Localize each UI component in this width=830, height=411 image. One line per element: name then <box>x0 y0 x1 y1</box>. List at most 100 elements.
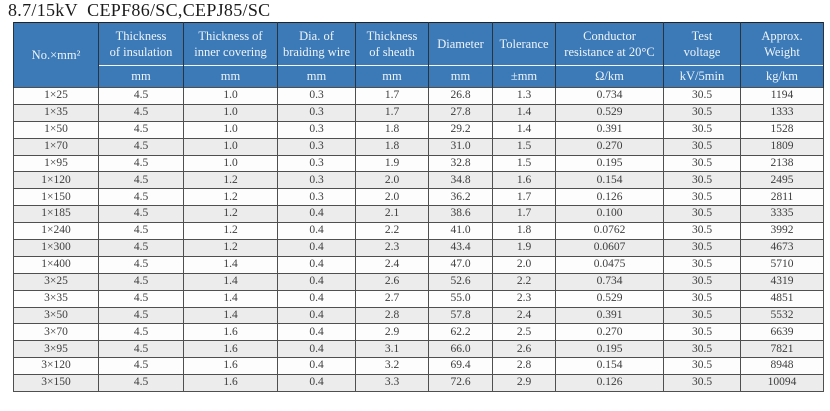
table-cell: 3335 <box>740 205 824 224</box>
table-cell: 4.5 <box>98 289 184 308</box>
unit-inner-covering-thickness: mm <box>183 65 278 88</box>
unit-approx-weight: kg/km <box>740 65 824 88</box>
table-cell: 5710 <box>740 255 824 274</box>
table-cell: 1.5 <box>492 154 556 173</box>
table-cell: 26.8 <box>428 87 493 105</box>
table-cell: 1.2 <box>183 188 278 207</box>
table-cell: 0.154 <box>555 171 664 190</box>
table-header: No.×mm² Thickness of insulation Thicknes… <box>13 22 824 88</box>
table-cell: 1.6 <box>492 171 556 190</box>
table-cell: 2.4 <box>355 255 429 274</box>
table-cell: 30.5 <box>663 239 741 257</box>
table-cell: 1.3 <box>492 87 556 105</box>
table-cell: 27.8 <box>428 103 493 122</box>
table-cell: 4.5 <box>98 357 184 376</box>
table-cell: 2811 <box>740 188 824 207</box>
table-cell: 30.5 <box>663 289 741 308</box>
table-cell: 2.9 <box>492 374 556 393</box>
table-cell: 3×120 <box>13 357 99 376</box>
table-cell: 4.5 <box>98 154 184 173</box>
table-cell: 8948 <box>740 357 824 376</box>
table-cell: 2.8 <box>492 357 556 376</box>
table-cell: 1.2 <box>183 222 278 241</box>
table-cell: 2.2 <box>492 272 556 291</box>
table-cell: 29.2 <box>428 120 493 139</box>
table-cell: 4.5 <box>98 87 184 105</box>
table-cell: 0.3 <box>277 137 356 156</box>
table-cell: 10094 <box>740 374 824 393</box>
table-cell: 0.0762 <box>555 222 664 241</box>
table-cell: 4.5 <box>98 188 184 207</box>
cable-spec-table: No.×mm² Thickness of insulation Thicknes… <box>13 22 824 393</box>
table-cell: 3.2 <box>355 357 429 376</box>
table-row: 1×50 4.5 1.0 0.3 1.8 29.2 1.4 0.391 30.5 1528 <box>13 120 824 139</box>
unit-tolerance: ±mm <box>492 65 556 88</box>
unit-insulation-thickness: mm <box>98 65 184 88</box>
table-cell: 1809 <box>740 137 824 156</box>
table-cell: 1.4 <box>183 255 278 274</box>
table-cell: 30.5 <box>663 103 741 122</box>
table-cell: 2.1 <box>355 205 429 224</box>
table-cell: 0.0475 <box>555 255 664 274</box>
table-cell: 2495 <box>740 171 824 190</box>
table-cell: 3×50 <box>13 306 99 325</box>
table-cell: 1.8 <box>355 120 429 139</box>
column-header-braiding-wire-dia: Dia. of braiding wire <box>277 22 356 66</box>
table-cell: 0.734 <box>555 87 664 105</box>
table-cell: 1×185 <box>13 205 99 224</box>
unit-sheath-thickness: mm <box>355 65 429 88</box>
table-row: 3×120 4.5 1.6 0.4 3.2 69.4 2.8 0.154 30.5 8948 <box>13 357 824 376</box>
table-cell: 2.0 <box>492 255 556 274</box>
table-cell: 30.5 <box>663 306 741 325</box>
table-cell: 1×400 <box>13 255 99 274</box>
table-cell: 0.270 <box>555 323 664 342</box>
table-cell: 30.5 <box>663 222 741 241</box>
table-cell: 31.0 <box>428 137 493 156</box>
table-cell: 1×70 <box>13 137 99 156</box>
table-cell: 30.5 <box>663 323 741 342</box>
table-cell: 30.5 <box>663 120 741 139</box>
header-label-row: No.×mm² Thickness of insulation Thicknes… <box>13 22 824 88</box>
table-cell: 1528 <box>740 120 824 139</box>
column-header-insulation-thickness: Thickness of insulation <box>98 22 184 66</box>
table-cell: 1333 <box>740 103 824 122</box>
table-cell: 0.734 <box>555 272 664 291</box>
table-cell: 30.5 <box>663 87 741 105</box>
table-cell: 0.4 <box>277 222 356 241</box>
table-row: 3×70 4.5 1.6 0.4 2.9 62.2 2.5 0.270 30.5 6639 <box>13 323 824 342</box>
table-cell: 36.2 <box>428 188 493 207</box>
table-cell: 0.3 <box>277 120 356 139</box>
table-cell: 1×95 <box>13 154 99 173</box>
table-cell: 1.7 <box>355 103 429 122</box>
column-header-diameter: Diameter <box>428 22 493 66</box>
table-body: 1×25 4.5 1.0 0.3 1.7 26.8 1.3 0.734 30.5 1194 1×35… <box>13 87 824 393</box>
table-cell: 4.5 <box>98 171 184 190</box>
column-header-inner-covering-thickness: Thickness of inner covering <box>183 22 278 66</box>
table-cell: 3×70 <box>13 323 99 342</box>
table-cell: 3.1 <box>355 340 429 359</box>
table-cell: 41.0 <box>428 222 493 241</box>
table-cell: 3992 <box>740 222 824 241</box>
table-cell: 2138 <box>740 154 824 173</box>
table-cell: 4851 <box>740 289 824 308</box>
column-header-approx-weight: Approx. Weight <box>740 22 824 66</box>
table-cell: 1×300 <box>13 239 99 257</box>
table-cell: 0.195 <box>555 340 664 359</box>
table-cell: 4.5 <box>98 205 184 224</box>
table-cell: 0.4 <box>277 255 356 274</box>
table-cell: 0.391 <box>555 120 664 139</box>
table-cell: 30.5 <box>663 272 741 291</box>
column-header-size: No.×mm² <box>13 22 99 88</box>
table-cell: 30.5 <box>663 374 741 393</box>
header-unit-row: mm mm mm mm mm ±mm Ω/km kV/5min kg/km <box>14 65 824 88</box>
table-cell: 30.5 <box>663 357 741 376</box>
table-cell: 0.4 <box>277 239 356 257</box>
column-header-sheath-thickness: Thickness of sheath <box>355 22 429 66</box>
table-cell: 72.6 <box>428 374 493 393</box>
unit-conductor-resistance: Ω/km <box>555 65 664 88</box>
table-cell: 1.4 <box>183 272 278 291</box>
table-row: 1×120 4.5 1.2 0.3 2.0 34.8 1.6 0.154 30.5 2495 <box>13 171 824 190</box>
table-cell: 30.5 <box>663 205 741 224</box>
table-cell: 4.5 <box>98 103 184 122</box>
table-cell: 3.3 <box>355 374 429 393</box>
